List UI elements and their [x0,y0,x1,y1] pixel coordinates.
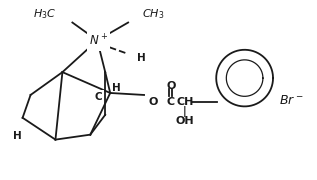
Text: H: H [13,131,22,141]
Text: OH: OH [176,116,194,126]
Text: O: O [166,81,176,91]
Text: C: C [167,97,175,107]
Text: CH: CH [176,97,194,107]
Text: C: C [94,92,102,102]
Text: $N^+$: $N^+$ [89,34,108,49]
Text: H: H [112,83,120,93]
Text: |: | [183,106,187,117]
Text: H: H [137,53,146,63]
Text: $CH_3$: $CH_3$ [142,8,165,21]
Text: $Br^-$: $Br^-$ [279,94,303,107]
Text: O: O [148,97,158,107]
Text: $H_3C$: $H_3C$ [33,8,56,21]
